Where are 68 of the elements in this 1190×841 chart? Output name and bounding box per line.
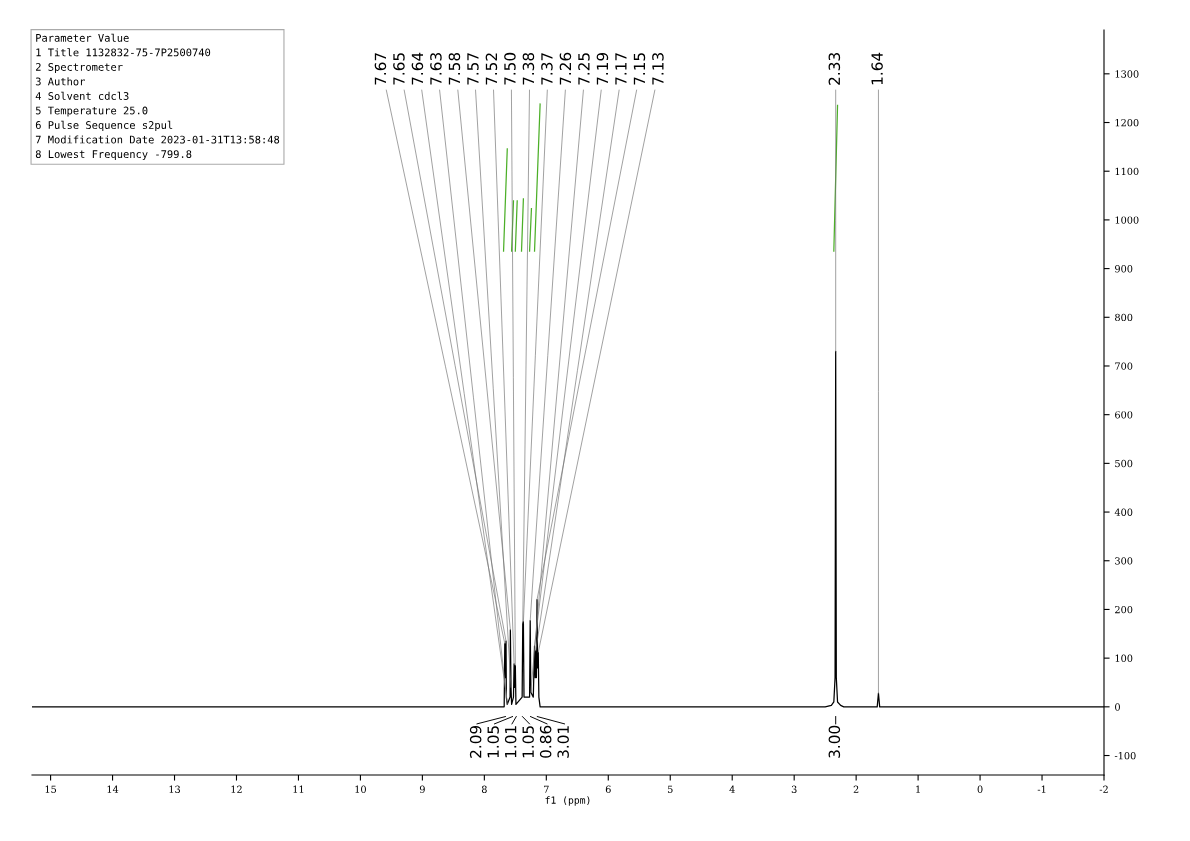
annotation: 7.26 bbox=[559, 52, 572, 85]
y-tick-label: 400 bbox=[1114, 508, 1133, 516]
annotation: 1.01 bbox=[504, 726, 517, 758]
x-tick-label: 15 bbox=[45, 785, 57, 793]
annotation: 7.63 bbox=[430, 53, 442, 85]
annotation: Parameter Value bbox=[36, 33, 129, 42]
annotation: 7.52 bbox=[485, 53, 498, 85]
annotation: 3.00 bbox=[828, 725, 841, 758]
annotation: 6 Pulse Sequence s2pul bbox=[35, 120, 173, 132]
x-tick-label: 4 bbox=[729, 785, 735, 793]
annotation: 2.09 bbox=[469, 725, 482, 758]
x-tick-label: 12 bbox=[231, 785, 242, 793]
y-tick-label: 600 bbox=[1115, 411, 1133, 419]
y-tick-label: 300 bbox=[1115, 557, 1133, 565]
x-tick-label: 7 bbox=[544, 785, 549, 793]
x-tick-label: -2 bbox=[1099, 785, 1108, 793]
annotation: 8 Lowest Frequency -799.8 bbox=[35, 150, 192, 161]
annotation: 7.19 bbox=[596, 52, 609, 85]
y-tick-label: 0 bbox=[1115, 703, 1120, 711]
annotation: 2.33 bbox=[828, 53, 841, 85]
annotation: 7.65 bbox=[393, 53, 405, 85]
annotation: 7.58 bbox=[448, 52, 461, 85]
y-tick-label: 200 bbox=[1115, 605, 1133, 614]
annotation: 1 Title 1132832-75-7P2500740 bbox=[36, 48, 211, 57]
annotation: 7.17 bbox=[615, 53, 627, 85]
y-tick-label: 700 bbox=[1115, 362, 1133, 370]
x-tick-label: 1 bbox=[916, 785, 920, 793]
annotation: 7 Modification Date 2023-01-31T13:58:48 bbox=[35, 135, 280, 144]
x-tick-label: 13 bbox=[169, 785, 180, 793]
y-tick-label: 1200 bbox=[1115, 118, 1139, 127]
x-tick-label: 14 bbox=[107, 785, 119, 793]
x-tick-label: 5 bbox=[667, 785, 673, 793]
y-tick-label: -100 bbox=[1114, 752, 1136, 760]
annotation: 0.86 bbox=[539, 725, 552, 758]
annotation: 7.13 bbox=[652, 53, 664, 85]
annotation: 2 Spectrometer bbox=[35, 63, 123, 73]
x-tick-label: 11 bbox=[293, 785, 304, 793]
x-tick-label: 9 bbox=[419, 785, 425, 793]
x-tick-label: 10 bbox=[355, 785, 366, 793]
x-tick-label: 3 bbox=[791, 785, 797, 793]
y-tick-label: 800 bbox=[1115, 313, 1133, 322]
annotation: 4 Solvent cdcl3 bbox=[35, 91, 129, 100]
annotation: 1.05 bbox=[522, 726, 534, 758]
annotation: 3.01 bbox=[557, 726, 569, 758]
y-tick-label: 1100 bbox=[1115, 167, 1139, 176]
annotation: 3 Author bbox=[35, 77, 85, 86]
annotation: 7.15 bbox=[633, 53, 646, 85]
x-tick-label: 8 bbox=[481, 785, 487, 793]
annotation: 7.25 bbox=[578, 53, 590, 85]
annotation: 1.64 bbox=[871, 52, 883, 85]
y-tick-label: 1300 bbox=[1115, 70, 1139, 78]
x-tick-label: -1 bbox=[1037, 785, 1046, 793]
x-tick-label: 2 bbox=[853, 785, 859, 793]
annotation: 5 Temperature 25.0 bbox=[35, 106, 148, 117]
y-tick-label: 500 bbox=[1115, 459, 1133, 468]
annotation: 7.57 bbox=[467, 53, 479, 85]
annotation: 7.37 bbox=[541, 53, 553, 85]
annotation: 7.67 bbox=[374, 53, 387, 85]
y-tick-label: 1000 bbox=[1115, 216, 1139, 224]
annotation: 7.50 bbox=[504, 52, 516, 85]
annotation: 7.64 bbox=[411, 52, 424, 85]
y-tick-label: 100 bbox=[1115, 654, 1133, 662]
annotation: 1.05 bbox=[487, 726, 499, 758]
x-tick-label: 0 bbox=[977, 785, 983, 793]
annotation: 7.38 bbox=[522, 52, 535, 85]
x-tick-label: 6 bbox=[605, 785, 611, 793]
y-tick-label: 900 bbox=[1115, 265, 1133, 273]
x-axis-title: f1 (ppm) bbox=[545, 796, 590, 806]
